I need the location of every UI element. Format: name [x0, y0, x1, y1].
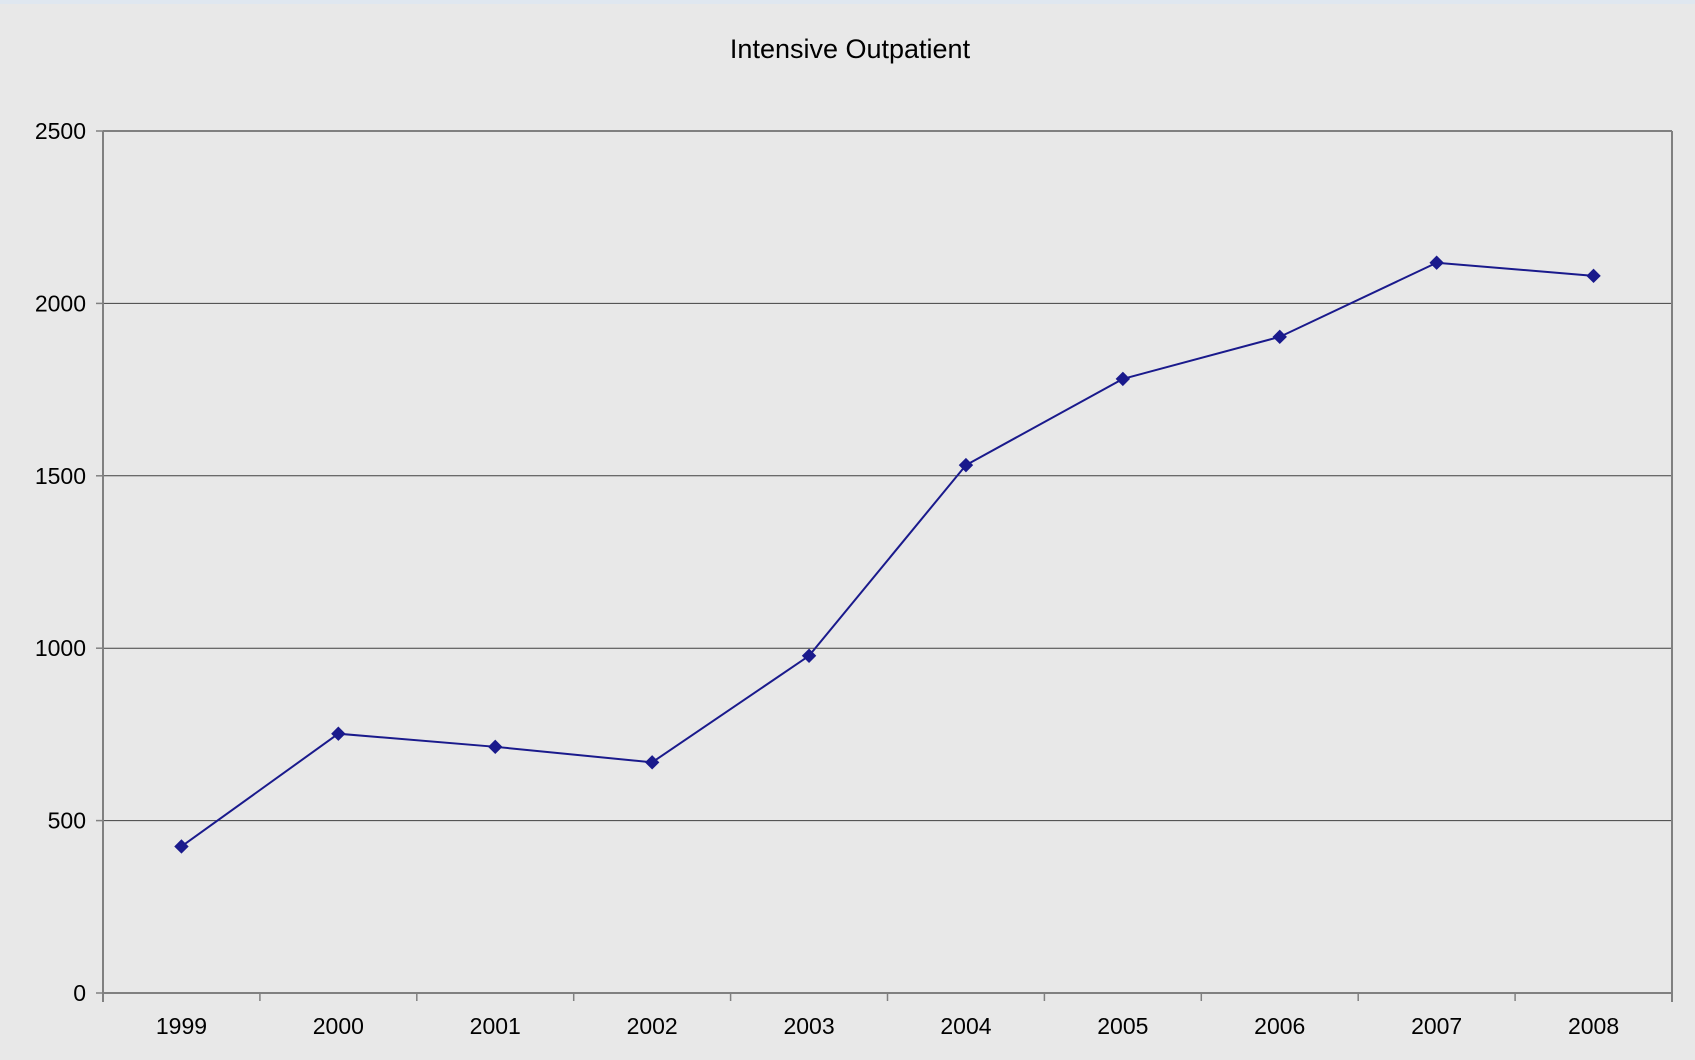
data-point-2004: [958, 457, 974, 473]
data-point-2003: [801, 648, 817, 663]
data-point-2005: [1115, 371, 1131, 387]
x-tick-label-2002: 2002: [627, 1013, 678, 1039]
gridlines: [103, 130, 1672, 822]
y-tick-label-2500: 2500: [35, 118, 86, 144]
x-tick-label-2003: 2003: [783, 1013, 834, 1039]
data-point-2006: [1272, 329, 1287, 345]
x-tick-label-2007: 2007: [1411, 1013, 1462, 1039]
y-tick-label-1500: 1500: [35, 463, 86, 489]
y-tick-label-1000: 1000: [35, 635, 86, 661]
data-point-2000: [331, 726, 346, 741]
x-tick-label-2008: 2008: [1568, 1013, 1619, 1039]
data-point-2008: [1586, 268, 1601, 284]
chart-title: Intensive Outpatient: [730, 34, 971, 64]
x-tick-label-2005: 2005: [1097, 1013, 1148, 1039]
y-axis-tick-labels: 0 500 1000 1500 2000 2500: [35, 118, 86, 1006]
x-tick-label-2004: 2004: [940, 1013, 991, 1039]
data-point-1999: [174, 839, 189, 854]
x-tick-label-1999: 1999: [156, 1013, 207, 1039]
data-point-2001: [488, 739, 503, 755]
data-point-2002: [644, 755, 660, 770]
x-tick-label-2000: 2000: [313, 1013, 364, 1039]
y-tick-label-2000: 2000: [35, 290, 86, 316]
x-tick-label-2001: 2001: [470, 1013, 521, 1039]
axes: [96, 130, 1673, 1002]
series-group: [174, 255, 1601, 854]
y-tick-label-0: 0: [73, 980, 86, 1006]
series-line-0: [180, 261, 1594, 848]
data-point-2007: [1429, 255, 1444, 270]
x-tick-label-2006: 2006: [1254, 1013, 1305, 1039]
y-tick-label-500: 500: [48, 808, 86, 834]
x-axis-tick-labels: 1999 2000 2001 2002 2003 2004 2005 2006 2007 2008: [156, 1013, 1619, 1039]
